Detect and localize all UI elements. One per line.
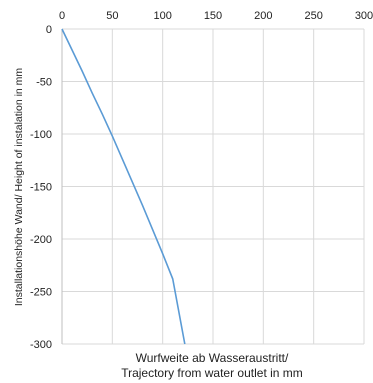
x-tick-labels: 0 50 100 150 200 250 300: [59, 10, 373, 22]
x-axis-title-line-1: Wurfweite ab Wasseraustritt/: [136, 351, 289, 365]
x-tick-label: 200: [254, 10, 272, 22]
y-axis-title: Installationshöhe Wand/ Height of instal…: [13, 68, 25, 307]
grid: [61, 28, 365, 345]
y-tick-label: -250: [30, 287, 52, 299]
y-tick-label: -300: [30, 339, 52, 351]
x-tick-label: 150: [204, 10, 222, 22]
y-tick-labels: 0 -50 -100 -150 -200 -250 -300: [30, 24, 52, 351]
x-tick-label: 250: [304, 10, 322, 22]
x-tick-label: 50: [106, 10, 118, 22]
y-tick-label: -200: [30, 234, 52, 246]
x-tick-label: 100: [153, 10, 171, 22]
x-tick-label: 0: [59, 10, 65, 22]
x-axis-title-line-2: Trajectory from water outlet in mm: [121, 366, 303, 380]
x-tick-label: 300: [355, 10, 373, 22]
series-line: [61, 28, 186, 345]
y-tick-label: -100: [30, 129, 52, 141]
y-tick-label: -50: [36, 77, 52, 89]
y-tick-label: 0: [46, 24, 52, 36]
y-tick-label: -150: [30, 182, 52, 194]
